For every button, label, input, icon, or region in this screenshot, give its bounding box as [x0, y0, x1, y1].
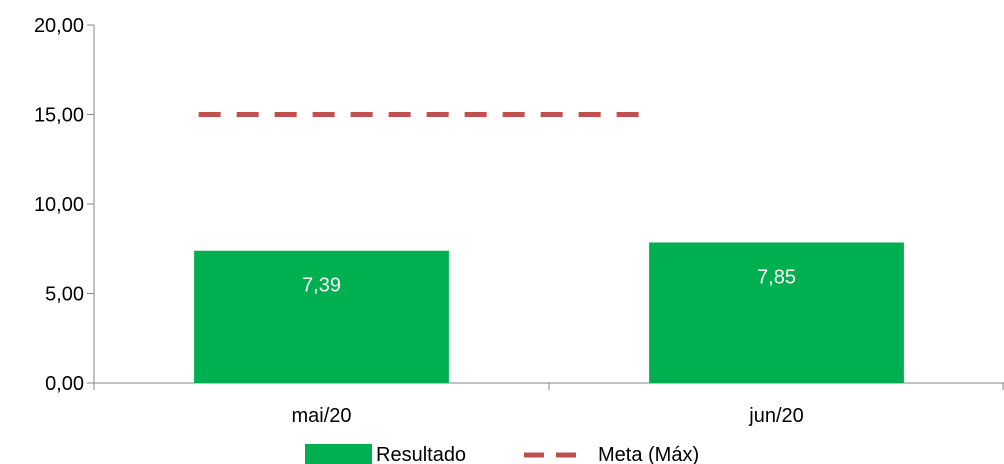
y-tick-label: 0,00: [45, 373, 84, 395]
bar: [194, 250, 449, 383]
x-tick-label: jun/20: [748, 405, 804, 427]
bar: [649, 242, 904, 383]
y-tick-label: 10,00: [34, 194, 84, 216]
y-tick-label: 5,00: [45, 284, 84, 306]
x-tick-label: mai/20: [291, 405, 351, 427]
bar-data-label: 7,85: [757, 266, 796, 288]
legend-swatch-resultado: [305, 444, 372, 464]
bars: 7,39 7,85: [194, 242, 904, 383]
y-tick-label: 15,00: [34, 105, 84, 127]
bar-data-label: 7,39: [302, 275, 341, 297]
legend-label-meta: Meta (Máx): [598, 444, 699, 464]
legend-label-resultado: Resultado: [376, 444, 466, 464]
y-axis: 0,00 5,00 10,00 15,00 20,00: [34, 15, 95, 395]
legend: Resultado Meta (Máx): [305, 444, 699, 464]
y-tick-label: 20,00: [34, 15, 84, 37]
x-axis: mai/20 jun/20: [93, 382, 1004, 427]
